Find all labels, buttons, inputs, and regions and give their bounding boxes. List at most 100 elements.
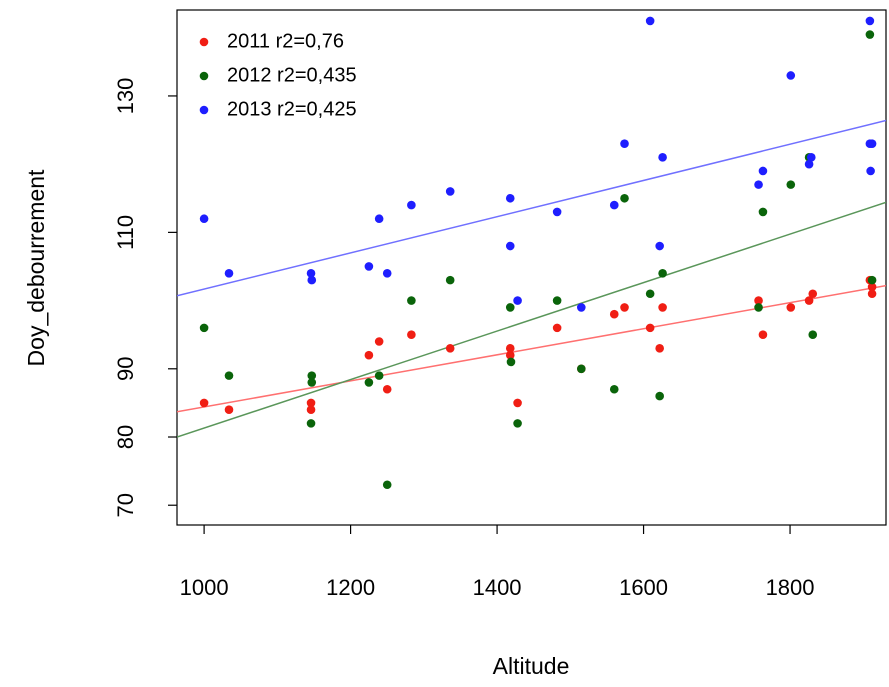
y-tick-label: 110 (113, 215, 138, 250)
point (754, 296, 763, 305)
point (758, 330, 768, 339)
point (786, 71, 796, 80)
point (609, 384, 619, 394)
fit-line (177, 119, 886, 297)
legend-marker (199, 37, 209, 47)
y-tick-label: 70 (113, 493, 138, 517)
point (505, 350, 515, 360)
point (307, 378, 317, 387)
point (407, 330, 416, 339)
point (382, 268, 392, 278)
point (306, 419, 316, 428)
point (374, 337, 384, 346)
legend-marker (199, 71, 209, 81)
point (758, 166, 768, 176)
legend-marker (199, 105, 209, 115)
point (364, 262, 374, 271)
x-tick-label: 1400 (473, 575, 522, 600)
point (867, 275, 877, 285)
fit-line (177, 201, 886, 438)
point (865, 16, 875, 26)
point (513, 398, 522, 408)
point (552, 323, 562, 333)
point (609, 200, 619, 210)
point (382, 480, 392, 490)
point (758, 207, 768, 217)
point (658, 268, 667, 278)
point (806, 153, 816, 162)
point (224, 268, 234, 278)
legend-label: 2012 r2=0,435 (227, 64, 357, 86)
point (306, 268, 316, 278)
point (867, 139, 877, 148)
point (655, 344, 664, 353)
point (506, 357, 516, 367)
point (609, 309, 619, 319)
point (577, 364, 586, 374)
point (445, 344, 455, 353)
point (374, 214, 384, 224)
point (655, 391, 664, 401)
y-tick-label: 80 (113, 425, 138, 449)
point (808, 330, 818, 339)
legend-label: 2011 r2=0,76 (227, 30, 344, 52)
point (866, 166, 875, 176)
point (867, 282, 877, 292)
point (199, 214, 209, 224)
point (754, 180, 763, 189)
point (645, 323, 655, 333)
point (577, 303, 586, 312)
point (307, 371, 317, 380)
point (505, 344, 515, 353)
x-tick-label: 1800 (766, 575, 815, 600)
point (754, 303, 763, 312)
point (445, 187, 455, 196)
point (382, 384, 392, 394)
point (306, 398, 316, 408)
point (786, 180, 796, 189)
x-tick-label: 1200 (326, 575, 375, 600)
point (513, 296, 522, 305)
point (513, 419, 522, 428)
point (505, 193, 515, 203)
fit-lines (177, 119, 886, 438)
fit-line (177, 284, 886, 413)
x-tick-label: 1000 (180, 575, 229, 600)
point (552, 207, 562, 217)
point (445, 275, 455, 285)
point (306, 405, 316, 415)
point (658, 153, 667, 162)
point (645, 16, 655, 26)
point (364, 378, 374, 387)
point (808, 289, 818, 299)
point (867, 289, 877, 299)
point (374, 371, 384, 380)
point (620, 139, 629, 148)
point (505, 241, 515, 251)
point (224, 405, 234, 415)
point (786, 303, 796, 312)
plot-frame (176, 9, 887, 526)
point (407, 296, 416, 305)
point (620, 193, 629, 203)
point (224, 371, 234, 380)
point (505, 303, 515, 312)
point (645, 289, 655, 299)
point (865, 30, 875, 39)
y-tick-label: 130 (113, 78, 138, 115)
point (407, 200, 416, 210)
point (307, 275, 317, 285)
x-axis-label: Altitude (493, 653, 570, 679)
point (620, 303, 629, 312)
point (804, 296, 814, 305)
point (552, 296, 562, 305)
y-axis-label: Doy_debourrement (23, 169, 49, 367)
point (804, 159, 814, 169)
point (199, 398, 209, 408)
y-tick-label: 90 (113, 357, 138, 381)
x-tick-label: 1600 (619, 575, 668, 600)
point (199, 323, 209, 333)
point (364, 350, 374, 360)
